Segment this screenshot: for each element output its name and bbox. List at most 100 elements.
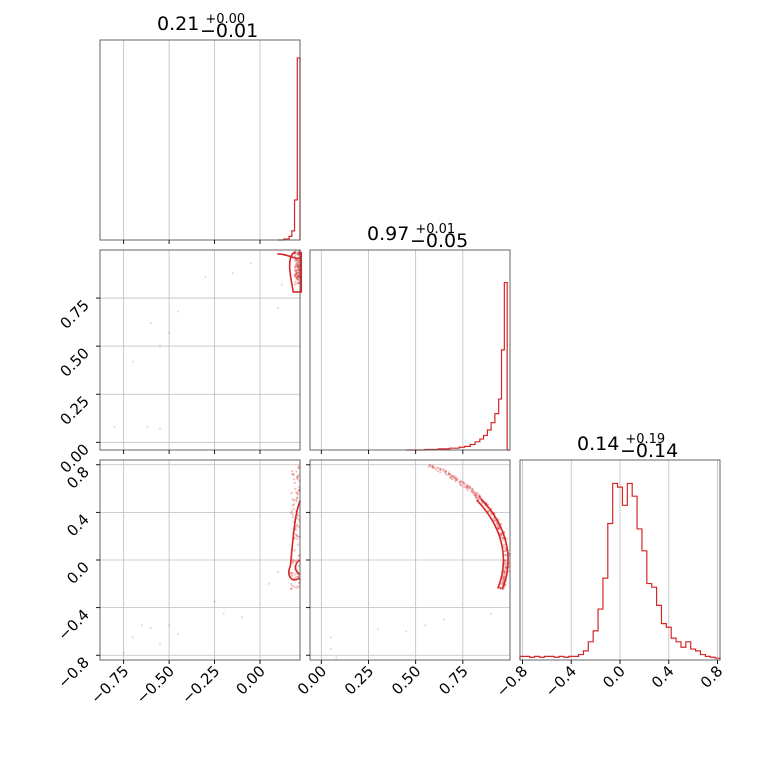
scatter-point	[231, 271, 234, 275]
scatter-point	[295, 273, 298, 276]
scatter-point	[450, 477, 454, 481]
scatter-point	[294, 533, 297, 536]
scatter-point	[295, 535, 299, 538]
scatter-point	[423, 624, 427, 627]
scatter-point	[293, 274, 296, 278]
scatter-point	[292, 478, 296, 481]
scatter-point	[497, 527, 500, 530]
scatter-point	[294, 498, 298, 501]
scatter-point	[297, 266, 300, 269]
scatter-point	[480, 502, 484, 505]
y-tick-label-row2-3: 0.75	[56, 296, 92, 332]
contour-r3c1	[288, 500, 302, 581]
scatter-point	[292, 473, 295, 476]
scatter-point	[477, 498, 480, 501]
scatter-point	[503, 572, 506, 575]
scatter-point	[428, 464, 431, 468]
scatter-point	[476, 494, 479, 497]
scatter-point	[504, 562, 507, 566]
scatter-point	[503, 546, 506, 549]
scatter-point	[113, 425, 116, 429]
scatter-point	[465, 485, 468, 488]
scatter-point	[432, 464, 435, 467]
scatter-point	[458, 481, 461, 484]
scatter-point	[442, 618, 446, 621]
scatter-point	[493, 519, 496, 522]
scatter-point	[296, 585, 299, 588]
scatter-point	[439, 468, 443, 471]
contour-r3c1-b	[294, 559, 301, 576]
scatter-point	[146, 425, 149, 429]
scatter-point	[297, 575, 300, 578]
scatter-point	[460, 484, 463, 487]
scatter-point	[295, 271, 298, 275]
scatter-point	[502, 576, 506, 579]
scatter-point	[455, 479, 458, 482]
scatter-point	[465, 487, 469, 490]
scatter-point	[499, 532, 502, 535]
scatter-point	[296, 475, 299, 478]
scatter-point	[292, 560, 295, 563]
scatter-point	[467, 484, 470, 487]
scatter-point	[455, 477, 458, 480]
tick-layer: −0.75 −0.50 −0.25 0.00 0.00 0.25 0.50 0.75 −0.8−…	[54, 240, 726, 707]
scatter-point	[295, 523, 299, 526]
scatter-point	[500, 581, 504, 585]
scatter-point	[140, 624, 143, 627]
scatter-point	[500, 583, 503, 586]
scatter-point	[447, 473, 450, 476]
histogram-2	[406, 281, 510, 451]
scatter-point	[449, 472, 452, 476]
y-tick-label-row3-1: −0.4	[54, 606, 92, 644]
scatter-point	[296, 265, 299, 269]
scatter-point	[473, 491, 476, 494]
scatter-point	[296, 275, 300, 278]
scatter-point	[294, 573, 297, 576]
scatter-point	[439, 468, 442, 471]
histogram-1	[278, 57, 301, 241]
scatter-point	[296, 277, 299, 280]
scatter-point	[296, 278, 300, 282]
scatter-point	[448, 476, 451, 479]
y-tick-label-row2-1: 0.25	[56, 392, 92, 428]
scatter-point	[294, 560, 297, 563]
scatter-point	[293, 274, 296, 277]
scatter-point	[478, 495, 481, 498]
scatter-point	[294, 265, 297, 268]
grid-layer	[100, 40, 718, 660]
scatter-point	[122, 651, 125, 654]
scatter-point	[293, 283, 297, 286]
scatter-point	[476, 497, 479, 500]
scatter-point	[297, 271, 300, 275]
y-tick-label-row3-3: 0.4	[63, 510, 93, 540]
scatter-point	[291, 504, 294, 507]
title-param-2: 0.97 +0.01	[367, 222, 455, 245]
scatter-point	[296, 277, 299, 280]
scatter-point	[450, 475, 453, 478]
scatter-point	[477, 495, 480, 499]
scatter-point	[297, 489, 300, 493]
scatter-point	[295, 559, 298, 562]
scatter-point	[466, 485, 469, 488]
scatter-point	[503, 550, 506, 553]
x-tick-label-col3-0: −0.8	[493, 662, 531, 700]
scatter-point	[131, 360, 134, 363]
x-tick-label-col2-3: 0.75	[435, 662, 471, 698]
scatter-point	[296, 496, 299, 500]
scatter-point	[294, 259, 297, 262]
scatter-point	[291, 472, 294, 476]
scatter-point	[499, 586, 502, 589]
scatter-point	[468, 486, 472, 490]
scatter-point	[444, 470, 447, 473]
scatter-point	[297, 273, 300, 277]
scatter-point	[487, 509, 490, 513]
scatter-point	[295, 276, 298, 279]
scatter-point	[444, 470, 447, 473]
scatter-point	[296, 278, 300, 281]
scatter-point	[500, 522, 503, 526]
scatter-point	[295, 252, 298, 255]
scatter-point	[470, 490, 473, 494]
scatter-point	[158, 427, 162, 430]
x-tick-label-col1-2: −0.25	[178, 662, 223, 707]
scatter-point	[297, 253, 300, 256]
